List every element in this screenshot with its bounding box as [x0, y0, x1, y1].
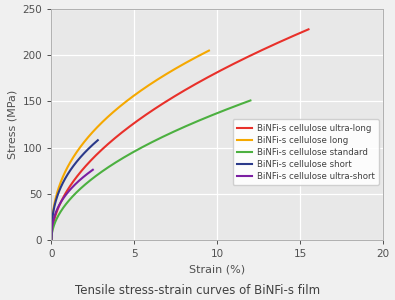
BiNFi-s cellulose standard	[50, 231, 55, 235]
BiNFi-s cellulose ultra-short	[49, 238, 54, 242]
Line: BiNFi-s cellulose ultra-short: BiNFi-s cellulose ultra-short	[51, 170, 93, 240]
BiNFi-s cellulose standard	[229, 106, 234, 109]
Line: BiNFi-s cellulose ultra-long: BiNFi-s cellulose ultra-long	[51, 29, 308, 240]
BiNFi-s cellulose standard	[167, 132, 171, 136]
BiNFi-s cellulose standard	[167, 132, 172, 135]
BiNFi-s cellulose ultra-long	[202, 77, 207, 81]
Line: BiNFi-s cellulose short: BiNFi-s cellulose short	[51, 140, 98, 240]
Y-axis label: Stress (MPa): Stress (MPa)	[7, 90, 17, 159]
BiNFi-s cellulose ultra-long	[49, 238, 54, 242]
BiNFi-s cellulose ultra-long	[206, 75, 211, 79]
BiNFi-s cellulose ultra-long	[50, 227, 55, 231]
BiNFi-s cellulose long	[49, 238, 54, 242]
BiNFi-s cellulose short	[88, 145, 93, 148]
BiNFi-s cellulose short	[77, 156, 82, 160]
BiNFi-s cellulose short	[77, 157, 81, 161]
BiNFi-s cellulose ultra-short	[87, 171, 91, 174]
BiNFi-s cellulose short	[91, 142, 96, 146]
BiNFi-s cellulose long	[49, 221, 54, 224]
X-axis label: Strain (%): Strain (%)	[189, 265, 245, 275]
BiNFi-s cellulose long	[192, 56, 197, 60]
BiNFi-s cellulose ultra-long	[266, 46, 271, 49]
BiNFi-s cellulose ultra-short	[74, 182, 79, 185]
BiNFi-s cellulose short	[49, 238, 54, 242]
BiNFi-s cellulose ultra-long	[282, 38, 287, 42]
Line: BiNFi-s cellulose long: BiNFi-s cellulose long	[51, 51, 209, 240]
Line: BiNFi-s cellulose standard: BiNFi-s cellulose standard	[51, 100, 250, 240]
BiNFi-s cellulose standard	[217, 110, 222, 114]
BiNFi-s cellulose standard	[49, 238, 54, 242]
BiNFi-s cellulose long	[145, 84, 150, 88]
BiNFi-s cellulose standard	[171, 130, 175, 134]
BiNFi-s cellulose ultra-short	[90, 168, 95, 172]
BiNFi-s cellulose ultra-short	[74, 181, 79, 185]
BiNFi-s cellulose long	[182, 62, 186, 65]
BiNFi-s cellulose long	[142, 86, 147, 90]
BiNFi-s cellulose ultra-short	[49, 232, 54, 236]
BiNFi-s cellulose long	[207, 49, 211, 52]
BiNFi-s cellulose long	[143, 86, 148, 89]
BiNFi-s cellulose short	[49, 228, 54, 232]
BiNFi-s cellulose ultra-long	[306, 28, 311, 31]
Text: Tensile stress-strain curves of BiNFi-s film: Tensile stress-strain curves of BiNFi-s …	[75, 284, 320, 297]
BiNFi-s cellulose standard	[248, 99, 253, 102]
BiNFi-s cellulose ultra-short	[84, 173, 88, 176]
Legend: BiNFi-s cellulose ultra-long, BiNFi-s cellulose long, BiNFi-s cellulose standard: BiNFi-s cellulose ultra-long, BiNFi-s ce…	[233, 119, 379, 185]
BiNFi-s cellulose short	[77, 157, 81, 161]
BiNFi-s cellulose ultra-long	[201, 78, 206, 81]
BiNFi-s cellulose short	[96, 138, 100, 142]
BiNFi-s cellulose ultra-short	[73, 182, 78, 185]
